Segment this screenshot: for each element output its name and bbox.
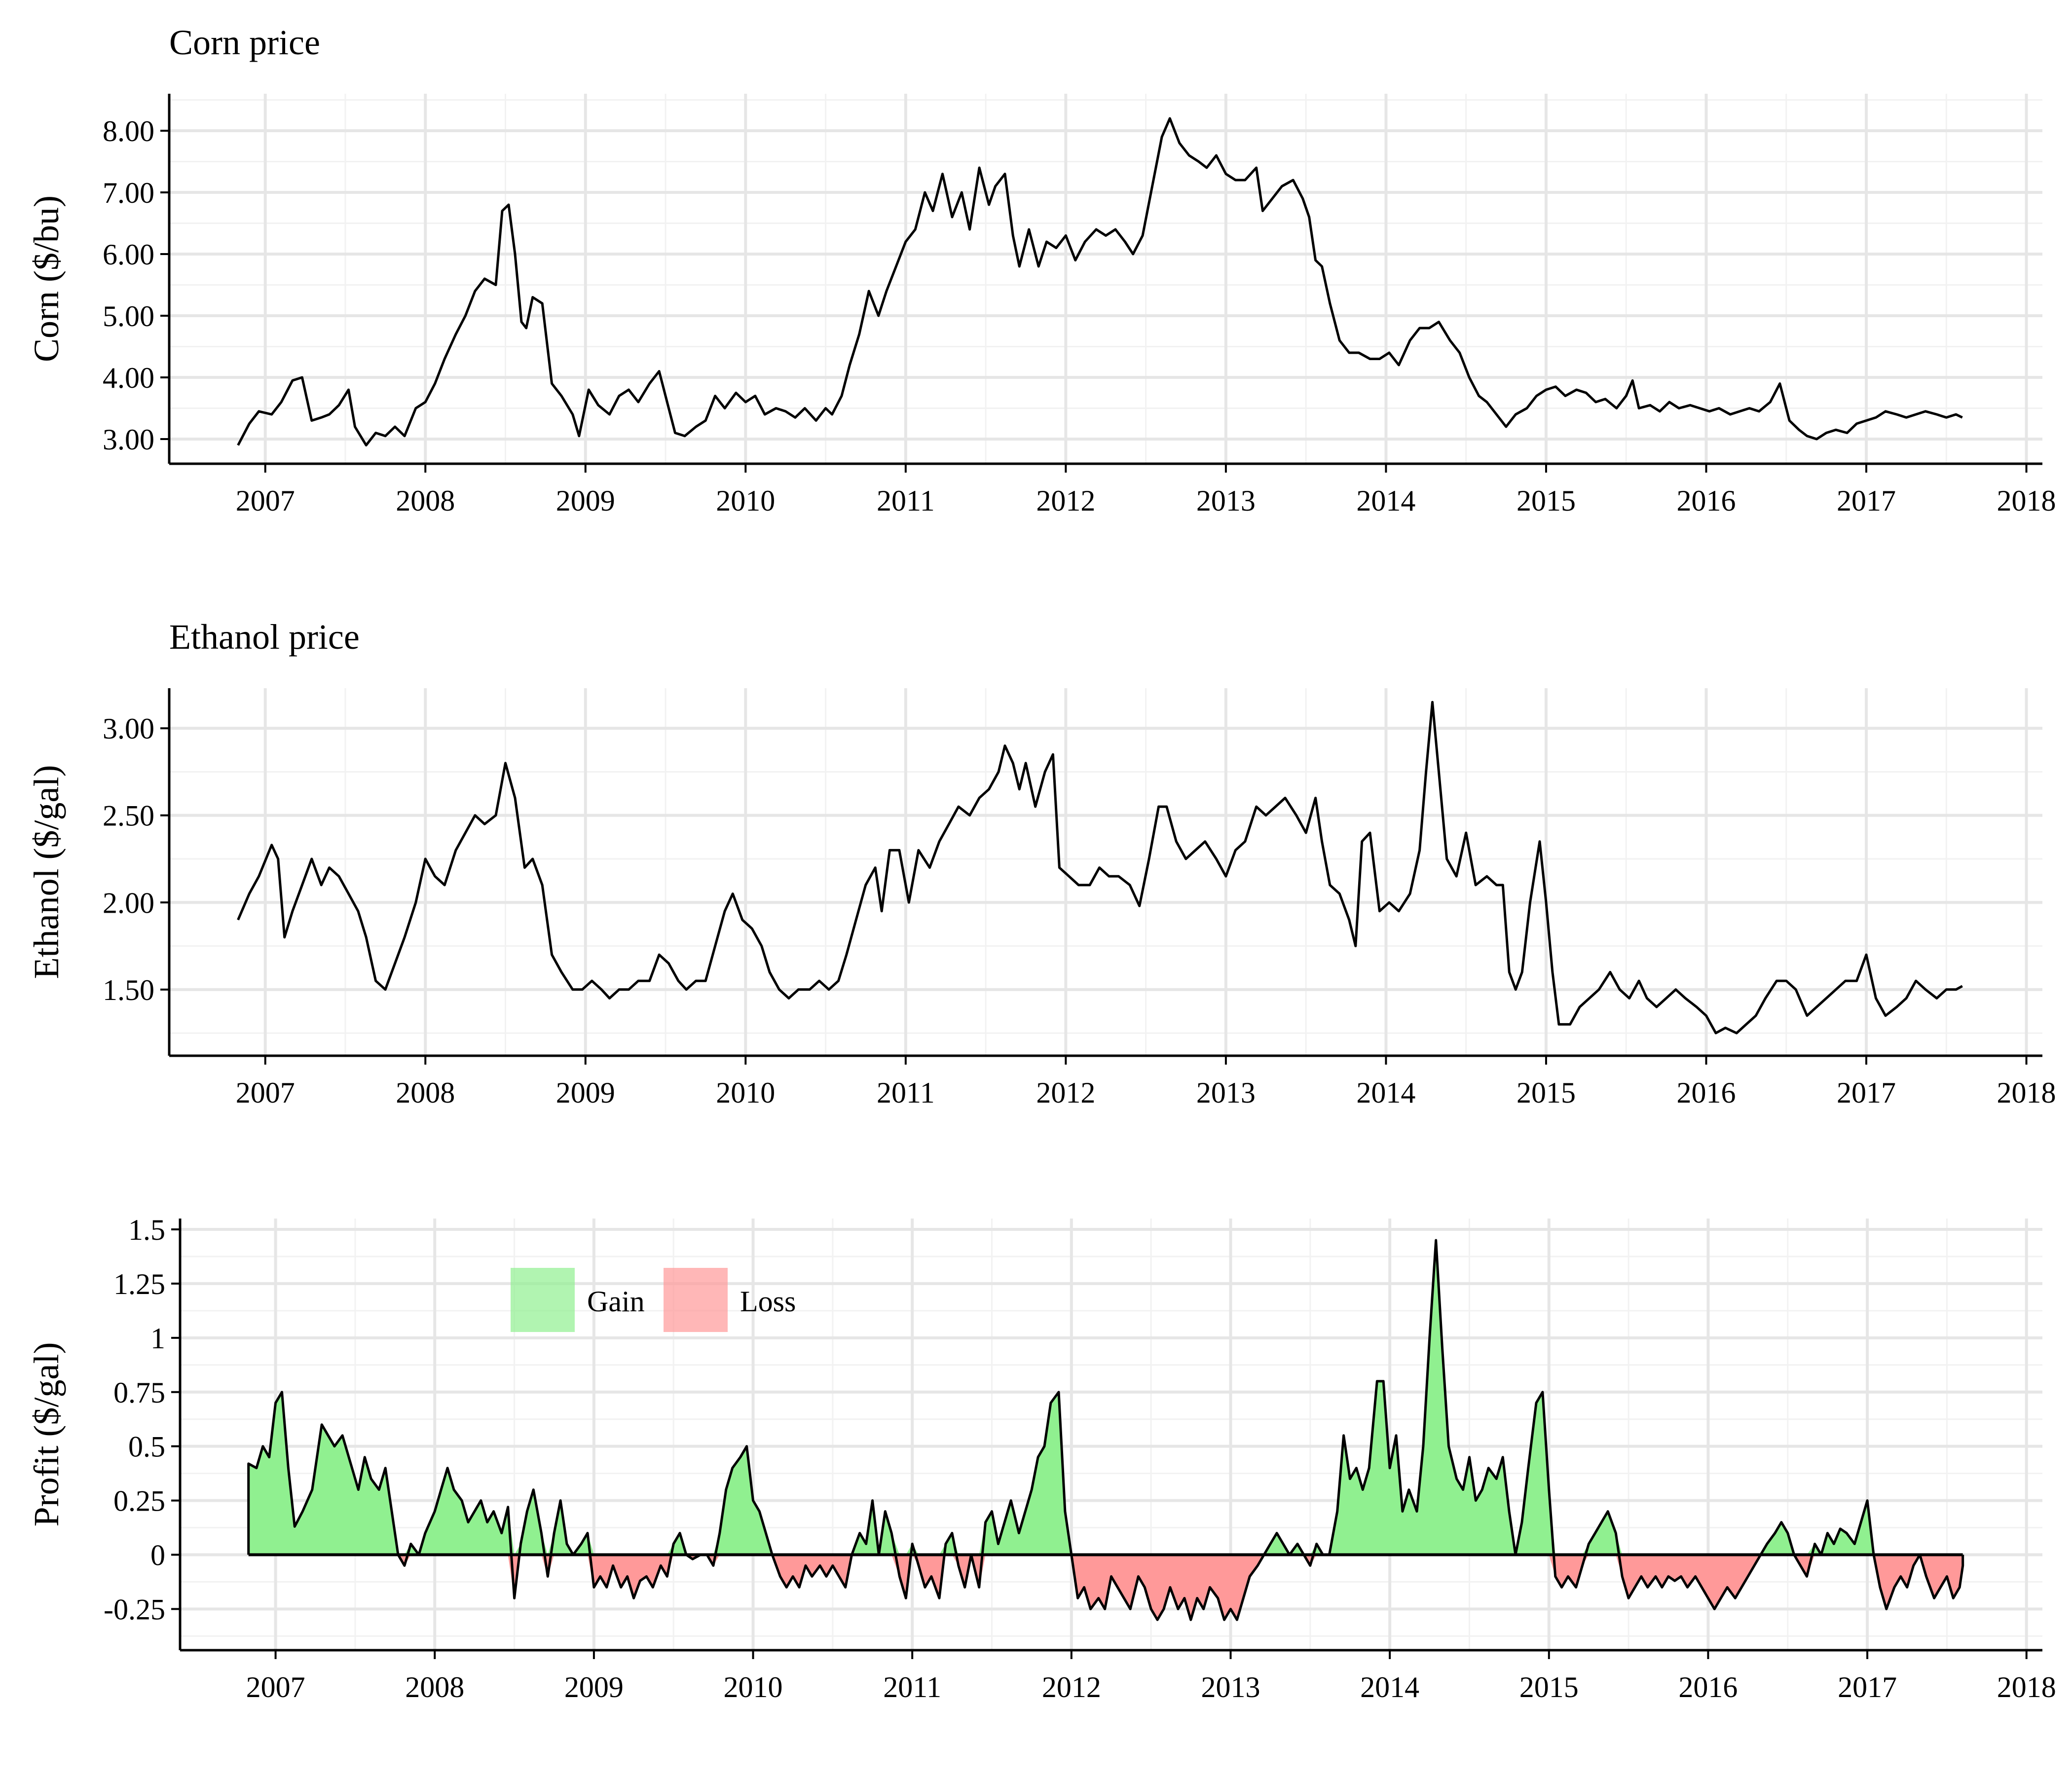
chart-panel-2: 1.50 2.00 2.50 3.00 2007 2008 2009 2010 2011 2012… [27,617,2056,1109]
x-tick-label: 2015 [1517,1076,1576,1109]
x-tick-label: 2014 [1356,1076,1415,1109]
y-tick-label: 1.5 [128,1214,165,1246]
y-tick-label: 0.75 [113,1376,165,1409]
x-tick-label: 2008 [405,1671,464,1703]
x-tick-label: 2012 [1036,484,1095,517]
x-tick-label: 2009 [564,1671,624,1703]
y-tick-label: 6.00 [103,238,154,271]
x-tick-label: 2011 [877,484,935,517]
axes: 1.50 2.00 2.50 3.00 2007 2008 2009 2010 2011 2012… [103,688,2056,1109]
y-tick-label: 1 [150,1322,165,1355]
x-tick-label: 2009 [556,484,615,517]
x-tick-label: 2018 [1997,1076,2056,1109]
x-tick-label: 2008 [396,484,455,517]
x-tick-label: 2007 [246,1671,305,1703]
loss-area [248,1554,1963,1620]
x-tick-label: 2011 [883,1671,941,1703]
x-tick-label: 2014 [1356,484,1415,517]
x-tick-label: 2009 [556,1076,615,1109]
legend-label-loss: Loss [740,1285,796,1318]
y-tick-label: 4.00 [103,362,154,394]
y-tick-label: 5.00 [103,300,154,333]
x-tick-label: 2013 [1201,1671,1260,1703]
x-tick-label: 2013 [1196,1076,1256,1109]
x-tick-label: 2017 [1838,1671,1897,1703]
x-tick-label: 2010 [716,1076,775,1109]
x-tick-label: 2015 [1517,484,1576,517]
grid [169,94,2042,464]
legend: Gain Loss [511,1268,796,1332]
y-tick-label: 3.00 [103,712,154,745]
y-axis-title: Ethanol ($/gal) [27,765,66,979]
legend-swatch-gain [511,1268,575,1332]
x-tick-label: 2007 [236,1076,295,1109]
x-tick-label: 2015 [1519,1671,1579,1703]
y-tick-label: 0 [150,1539,165,1572]
plot-area [237,117,1963,446]
x-tick-label: 2018 [1997,484,2056,517]
y-tick-label: 0.5 [128,1431,165,1463]
y-axis-title: Profit ($/gal) [27,1342,66,1527]
price-line [237,117,1963,446]
y-tick-label: 7.00 [103,177,154,209]
profit-line [247,1239,1964,1621]
y-tick-label: -0.25 [104,1593,165,1626]
axes: -0.25 0 0.25 0.5 0.75 1 1.25 1.5 2007 2008 2009 201… [104,1214,2056,1703]
x-tick-label: 2010 [724,1671,783,1703]
x-tick-label: 2010 [716,484,775,517]
x-tick-label: 2018 [1997,1671,2056,1703]
y-tick-label: 1.50 [103,974,154,1006]
x-tick-label: 2017 [1837,484,1896,517]
x-tick-label: 2012 [1042,1671,1101,1703]
chart-title: Ethanol price [169,617,360,657]
x-tick-label: 2012 [1036,1076,1095,1109]
chart-panel-1: 3.00 4.00 5.00 6.00 7.00 8.00 2007 2008 2009 2010… [27,23,2056,517]
y-tick-label: 3.00 [103,423,154,456]
y-tick-label: 2.50 [103,800,154,832]
y-tick-label: 1.25 [113,1268,165,1300]
x-tick-label: 2013 [1196,484,1256,517]
x-tick-label: 2011 [877,1076,935,1109]
price-line [237,701,1963,1035]
x-tick-label: 2007 [236,484,295,517]
gain-area [248,1240,1963,1555]
y-tick-label: 8.00 [103,115,154,148]
x-tick-label: 2014 [1360,1671,1419,1703]
chart-panel-3: Gain Loss -0.25 0 0.25 0.5 0.75 1 1.25 1.5 2007 200… [27,1214,2056,1703]
legend-swatch-loss [664,1268,728,1332]
x-tick-label: 2008 [396,1076,455,1109]
plot-area [237,701,1963,1035]
x-tick-label: 2016 [1676,1076,1736,1109]
x-tick-label: 2016 [1676,484,1736,517]
x-tick-label: 2017 [1837,1076,1896,1109]
x-tick-label: 2016 [1678,1671,1738,1703]
plot-area [247,1239,1964,1621]
legend-label-gain: Gain [587,1285,645,1318]
y-tick-label: 0.25 [113,1485,165,1517]
chart-title: Corn price [169,23,320,62]
axes: 3.00 4.00 5.00 6.00 7.00 8.00 2007 2008 2009 2010… [103,94,2056,517]
y-axis-title: Corn ($/bu) [27,195,66,362]
y-tick-label: 2.00 [103,887,154,919]
